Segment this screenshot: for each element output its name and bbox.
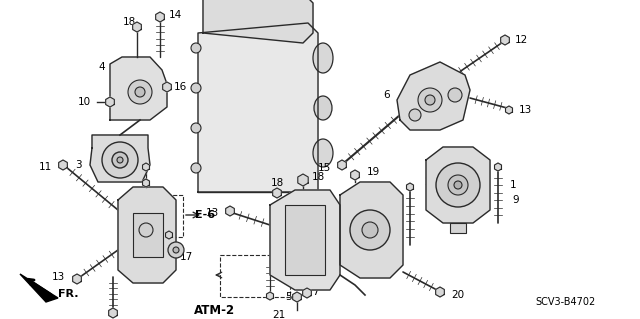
Bar: [450, 223, 466, 233]
Polygon shape: [397, 62, 470, 130]
Polygon shape: [90, 135, 150, 182]
Polygon shape: [270, 190, 340, 290]
Polygon shape: [351, 170, 359, 180]
Text: 13: 13: [205, 208, 219, 218]
Polygon shape: [198, 23, 318, 192]
Text: 16: 16: [173, 82, 187, 92]
Text: 13: 13: [51, 272, 65, 282]
Circle shape: [112, 152, 128, 168]
Bar: [133, 213, 163, 257]
Polygon shape: [500, 35, 509, 45]
Circle shape: [191, 163, 201, 173]
Ellipse shape: [314, 96, 332, 120]
Polygon shape: [426, 147, 490, 223]
Text: 20: 20: [451, 290, 465, 300]
Text: SCV3-B4702: SCV3-B4702: [535, 297, 595, 307]
Bar: [155, 195, 183, 237]
Circle shape: [350, 210, 390, 250]
Polygon shape: [166, 231, 172, 239]
Polygon shape: [436, 287, 444, 297]
Circle shape: [128, 80, 152, 104]
Polygon shape: [156, 12, 164, 22]
Text: 9: 9: [513, 195, 519, 205]
Circle shape: [191, 43, 201, 53]
Polygon shape: [106, 97, 115, 107]
Text: 6: 6: [384, 90, 390, 100]
Text: 4: 4: [99, 62, 106, 72]
Circle shape: [448, 175, 468, 195]
Text: 19: 19: [366, 167, 380, 177]
Text: 15: 15: [317, 163, 331, 173]
Polygon shape: [340, 182, 403, 278]
Circle shape: [409, 109, 421, 121]
Text: 8: 8: [143, 152, 149, 162]
Ellipse shape: [313, 139, 333, 167]
Text: 12: 12: [515, 35, 527, 45]
Polygon shape: [59, 160, 67, 170]
Text: 18: 18: [122, 17, 136, 27]
Text: 18: 18: [312, 172, 324, 182]
Polygon shape: [163, 82, 172, 92]
Text: 18: 18: [270, 178, 284, 188]
Circle shape: [191, 123, 201, 133]
Circle shape: [191, 83, 201, 93]
Text: 13: 13: [518, 105, 532, 115]
Polygon shape: [495, 163, 502, 171]
Polygon shape: [143, 179, 150, 187]
Circle shape: [168, 242, 184, 258]
Text: 5: 5: [285, 292, 292, 302]
Circle shape: [135, 87, 145, 97]
Circle shape: [436, 163, 480, 207]
Bar: [220, 255, 290, 297]
Circle shape: [418, 88, 442, 112]
Circle shape: [425, 95, 435, 105]
Polygon shape: [303, 288, 311, 298]
Text: E-6: E-6: [195, 210, 215, 220]
Circle shape: [362, 222, 378, 238]
Polygon shape: [506, 106, 513, 114]
Polygon shape: [109, 308, 117, 318]
Polygon shape: [226, 206, 234, 216]
Polygon shape: [20, 274, 58, 302]
Polygon shape: [118, 187, 176, 283]
Polygon shape: [273, 188, 282, 198]
Text: 14: 14: [168, 10, 182, 20]
Circle shape: [102, 142, 138, 178]
Polygon shape: [298, 174, 308, 186]
Polygon shape: [132, 22, 141, 32]
Circle shape: [448, 88, 462, 102]
Text: 11: 11: [38, 162, 52, 172]
Bar: [285, 205, 325, 275]
Polygon shape: [73, 274, 81, 284]
Circle shape: [139, 223, 153, 237]
Polygon shape: [110, 57, 167, 120]
Polygon shape: [338, 160, 346, 170]
Text: 7: 7: [312, 287, 318, 297]
Text: 21: 21: [273, 310, 285, 319]
Polygon shape: [406, 183, 413, 191]
Text: 2: 2: [425, 177, 431, 187]
Text: FR.: FR.: [58, 289, 78, 299]
Polygon shape: [203, 0, 313, 43]
Text: 3: 3: [75, 160, 81, 170]
Text: 10: 10: [77, 97, 91, 107]
Circle shape: [117, 157, 123, 163]
Circle shape: [173, 247, 179, 253]
Ellipse shape: [313, 43, 333, 73]
Text: 17: 17: [179, 252, 193, 262]
Polygon shape: [266, 292, 273, 300]
Text: ATM-2: ATM-2: [195, 303, 236, 316]
Text: 1: 1: [509, 180, 516, 190]
Polygon shape: [292, 292, 301, 302]
Circle shape: [454, 181, 462, 189]
Polygon shape: [143, 163, 150, 171]
